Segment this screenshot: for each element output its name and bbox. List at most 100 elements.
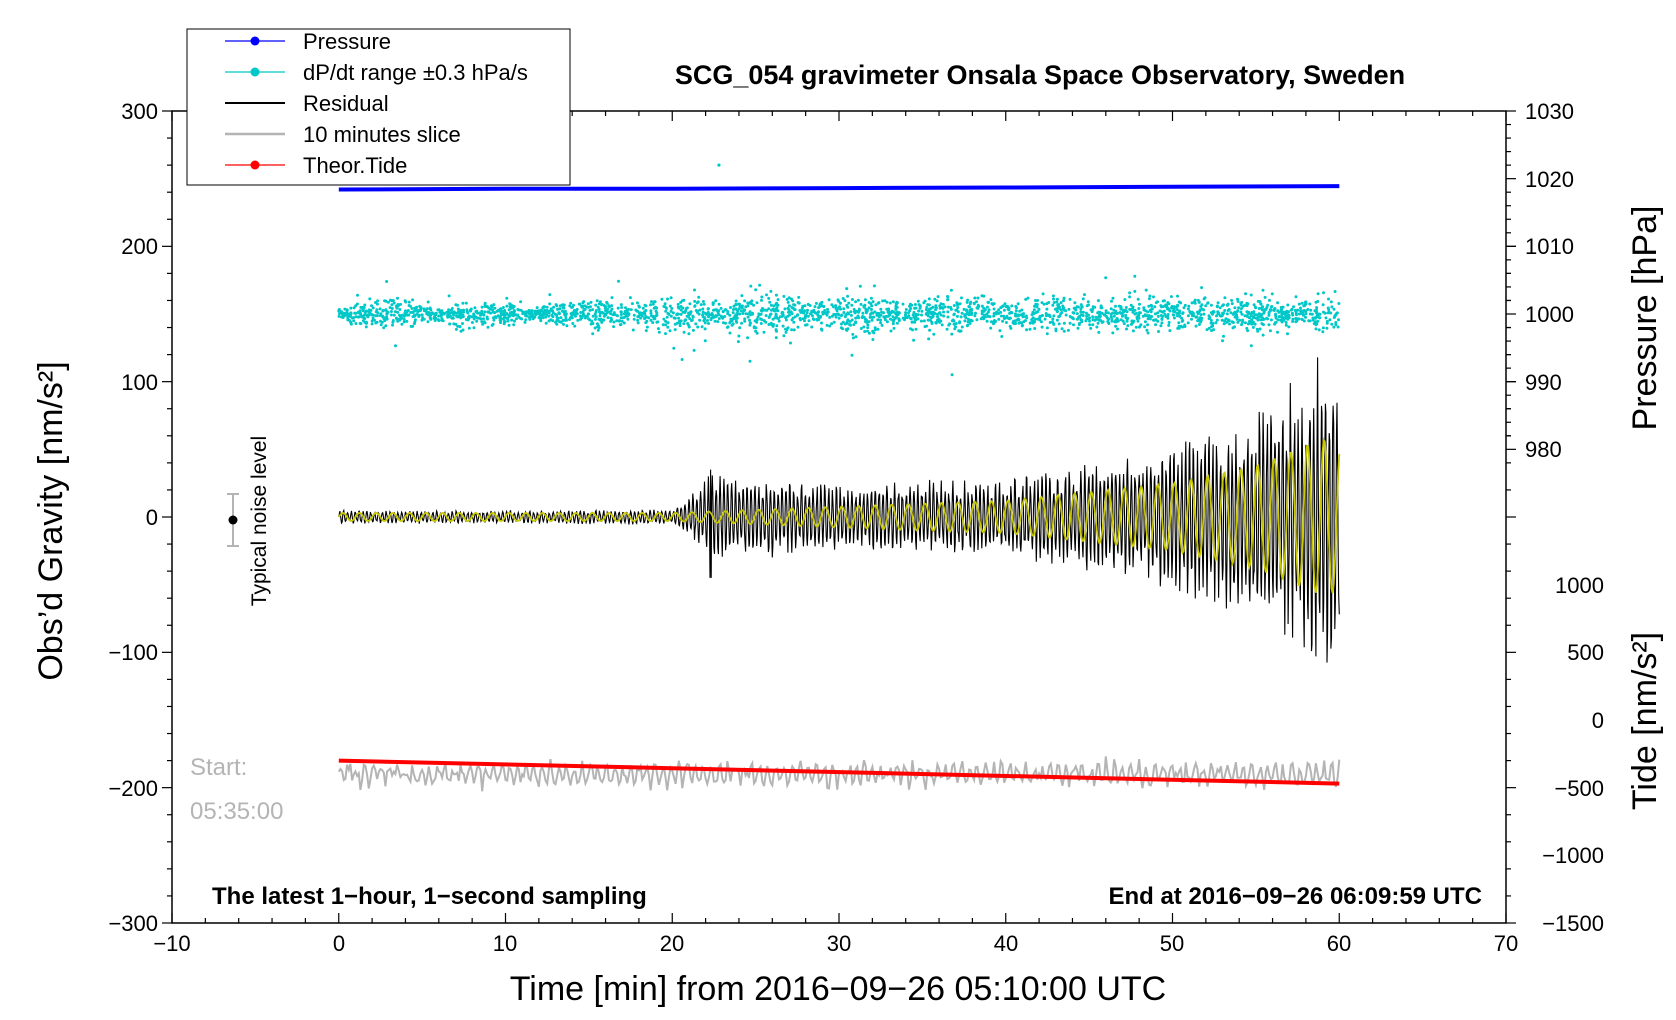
dpdt-point <box>1014 312 1017 316</box>
dpdt-point <box>1148 315 1152 319</box>
dpdt-point <box>1052 301 1056 304</box>
dpdt-point <box>1325 321 1329 325</box>
noise-label: Typical noise level <box>248 436 271 606</box>
dpdt-point <box>597 307 601 311</box>
dpdt-point <box>1164 303 1168 307</box>
dpdt-point <box>1166 316 1170 320</box>
dpdt-point <box>760 295 764 299</box>
dpdt-point <box>711 301 715 305</box>
dpdt-point <box>1230 302 1234 306</box>
dpdt-point <box>793 315 797 319</box>
dpdt-point <box>835 309 839 313</box>
x-tick-label: 10 <box>493 931 517 956</box>
dpdt-point <box>396 296 399 300</box>
dpdt-point <box>876 318 880 322</box>
dpdt-point <box>649 303 653 307</box>
dpdt-point <box>716 320 720 324</box>
dpdt-point <box>527 311 531 315</box>
dpdt-point <box>787 308 791 312</box>
dpdt-point <box>1099 306 1103 310</box>
dpdt-point <box>938 304 942 308</box>
dpdt-point <box>817 306 821 310</box>
dpdt-point <box>410 307 414 310</box>
dpdt-point <box>1019 313 1023 317</box>
dpdt-point <box>1034 299 1037 302</box>
dpdt-point <box>913 306 917 310</box>
dpdt-point <box>505 296 509 300</box>
dpdt-point <box>677 319 681 323</box>
dpdt-point <box>800 306 804 310</box>
dpdt-point <box>1153 305 1157 309</box>
dpdt-point <box>1154 301 1158 305</box>
dpdt-point <box>486 310 490 314</box>
dpdt-point <box>744 312 748 316</box>
dpdt-point <box>721 316 725 320</box>
dpdt-point <box>748 321 752 325</box>
dpdt-point <box>1007 317 1011 321</box>
dpdt-point <box>1091 323 1095 327</box>
dpdt-point <box>562 303 566 307</box>
dpdt-point <box>823 309 827 312</box>
dpdt-point <box>670 307 674 310</box>
dpdt-point <box>512 305 516 308</box>
dpdt-point <box>679 308 683 312</box>
dpdt-point <box>507 313 511 317</box>
dpdt-point <box>1014 309 1018 313</box>
x-tick-labels: −10 0 10 20 30 40 50 60 70 <box>153 931 1518 956</box>
dpdt-point <box>383 299 387 303</box>
dpdt-point <box>953 327 957 331</box>
dpdt-point <box>1249 312 1253 316</box>
dpdt-point <box>664 319 668 323</box>
dpdt-point <box>1189 311 1193 315</box>
dpdt-point <box>968 322 972 325</box>
dpdt-point <box>616 314 619 318</box>
dpdt-point <box>683 319 687 322</box>
dpdt-point <box>946 295 949 298</box>
dpdt-point <box>959 329 963 333</box>
dpdt-point <box>552 305 556 309</box>
dpdt-point <box>1003 302 1007 306</box>
dpdt-outlier-point <box>717 163 721 167</box>
dpdt-point <box>1144 309 1147 313</box>
dpdt-point <box>698 318 702 322</box>
dpdt-point <box>442 312 446 316</box>
dpdt-point <box>637 305 641 309</box>
dpdt-point <box>946 298 950 302</box>
dpdt-point <box>480 320 484 324</box>
dpdt-point <box>1261 323 1265 327</box>
dpdt-point <box>385 280 389 283</box>
dpdt-point <box>1318 312 1322 316</box>
dpdt-point <box>1218 306 1222 310</box>
dpdt-point <box>587 312 591 316</box>
dpdt-point <box>1222 303 1225 307</box>
dpdt-point <box>362 313 366 317</box>
dpdt-point <box>1252 303 1256 307</box>
dpdt-point <box>1313 320 1317 324</box>
dpdt-point <box>629 308 633 312</box>
dpdt-point <box>980 304 984 308</box>
dpdt-point <box>1055 300 1059 304</box>
dpdt-point <box>723 308 727 312</box>
dpdt-point <box>855 309 859 313</box>
dpdt-point <box>880 323 884 327</box>
dpdt-point <box>1217 311 1221 315</box>
dpdt-point <box>520 317 524 321</box>
dpdt-point <box>734 307 738 311</box>
dpdt-point <box>1091 318 1095 322</box>
dpdt-point <box>793 303 797 307</box>
dpdt-point <box>626 317 630 321</box>
dpdt-point <box>714 299 718 303</box>
dpdt-point <box>1249 293 1253 297</box>
dpdt-point <box>623 315 626 319</box>
dpdt-point <box>1266 303 1270 307</box>
dpdt-point <box>461 328 465 332</box>
dpdt-point <box>1124 313 1128 317</box>
dpdt-point <box>588 318 592 322</box>
dpdt-point <box>1055 318 1059 322</box>
dpdt-point <box>400 322 404 326</box>
dpdt-point <box>848 323 851 326</box>
dpdt-point <box>1031 310 1035 314</box>
dpdt-point <box>1054 307 1058 311</box>
dpdt-point <box>882 315 886 319</box>
legend-label: dP/dt range ±0.3 hPa/s <box>303 60 528 85</box>
